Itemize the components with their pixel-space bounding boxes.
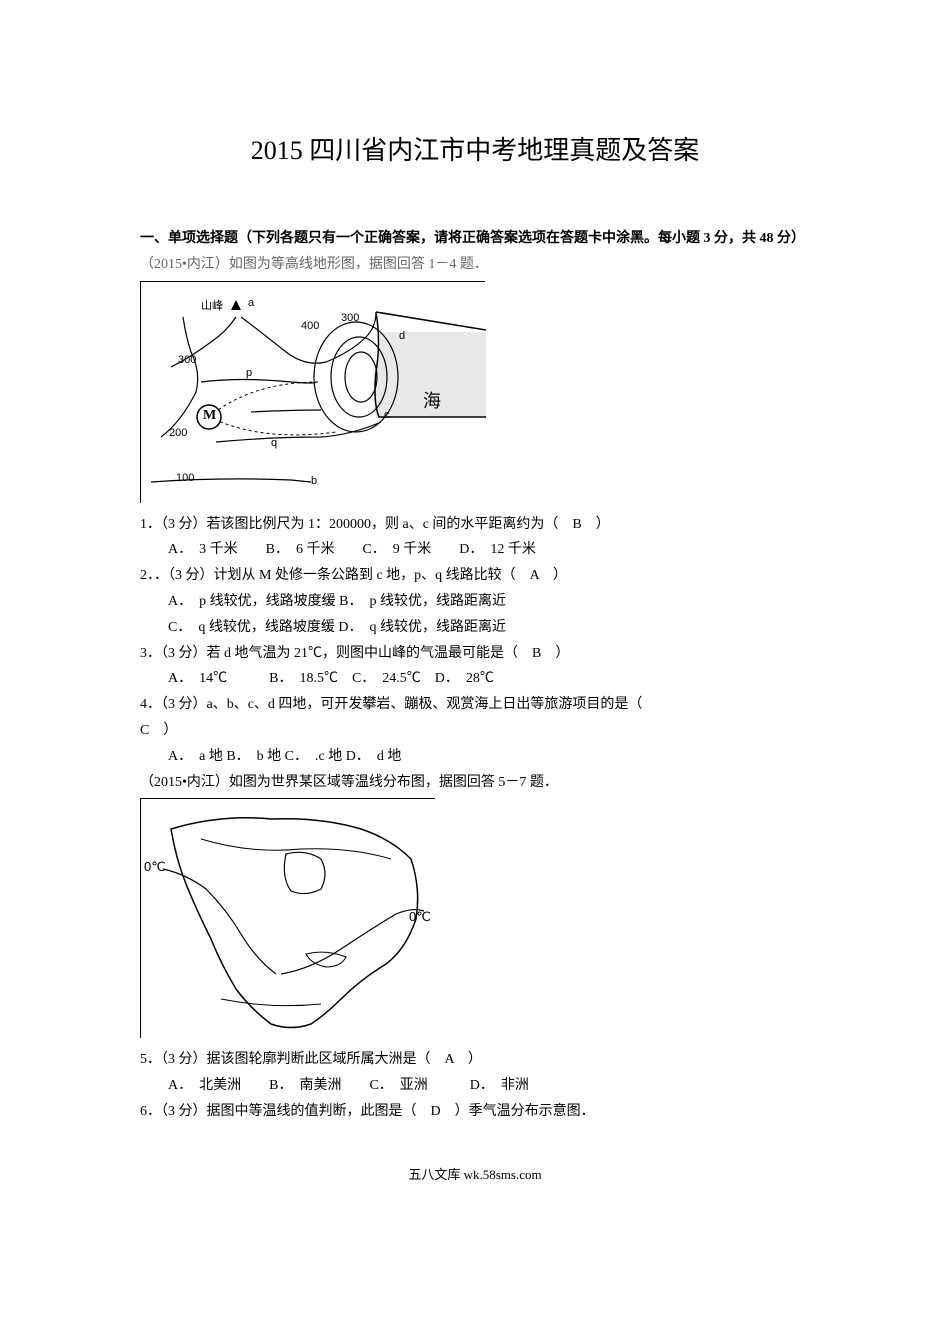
label-100: 100 bbox=[176, 472, 194, 484]
label-q: q bbox=[271, 437, 277, 449]
section-header: 一、单项选择题（下列各题只有一个正确答案，请将正确答案选项在答题卡中涂黑。每小题… bbox=[140, 227, 810, 251]
question-4-options: A． a 地 B． b 地 C． .c 地 D． d 地 bbox=[140, 745, 810, 769]
question-1: 1．（3 分）若该图比例尺为 1：200000，则 a、c 间的水平距离约为（ … bbox=[140, 513, 810, 537]
label-300: 300 bbox=[341, 312, 359, 324]
label-p: p bbox=[246, 367, 252, 379]
question-3-options: A． 14℃ B． 18.5℃ C． 24.5℃ D． 28℃ bbox=[140, 667, 810, 691]
question-2-options-2: C． q 线较优，线路坡度缓 D． q 线较优，线路距离近 bbox=[140, 616, 810, 640]
label-400: 400 bbox=[301, 320, 319, 332]
page-footer: 五八文库 wk.58sms.com bbox=[140, 1164, 810, 1183]
label-sea: 海 bbox=[423, 387, 441, 413]
label-200: 200 bbox=[169, 427, 187, 439]
question-4-line1: 4．（3 分）a、b、c、d 四地，可开发攀岩、蹦极、观赏海上日出等旅游项目的是… bbox=[140, 693, 810, 717]
question-4-line2: C ） bbox=[140, 719, 810, 743]
label-point-a: a bbox=[248, 297, 254, 309]
instruction-2: （2015•内江）如图为世界某区域等温线分布图，据图回答 5－7 题． bbox=[140, 771, 810, 795]
question-3: 3．（3 分）若 d 地气温为 21℃，则图中山峰的气温最可能是（ B ） bbox=[140, 642, 810, 666]
question-6: 6．（3 分）据图中等温线的值判断，此图是（ D ）季气温分布示意图． bbox=[140, 1100, 810, 1124]
label-0c-right: 0℃ bbox=[409, 909, 431, 925]
exam-title: 2015 四川省内江市中考地理真题及答案 bbox=[140, 130, 810, 167]
question-2-options-1: A． p 线较优，线路坡度缓 B． p 线较优，线路距离近 bbox=[140, 590, 810, 614]
label-0c-left: 0℃ bbox=[144, 859, 166, 875]
contour-map-figure: 山峰 a 400 300 300 200 100 M p q b c d 海 bbox=[140, 281, 485, 503]
label-d: d bbox=[399, 330, 405, 342]
figure-1-container: 山峰 a 400 300 300 200 100 M p q b c d 海 bbox=[140, 281, 810, 503]
question-5-options: A． 北美洲 B． 南美洲 C． 亚洲 D． 非洲 bbox=[140, 1074, 810, 1098]
question-1-options: A． 3 千米 B． 6 千米 C． 9 千米 D． 12 千米 bbox=[140, 538, 810, 562]
label-300b: 300 bbox=[178, 354, 196, 366]
label-b: b bbox=[311, 475, 317, 487]
isotherm-map-svg bbox=[141, 799, 436, 1039]
question-5: 5．（3 分）据该图轮廓判断此区域所属大洲是（ A ） bbox=[140, 1048, 810, 1072]
label-peak: 山峰 bbox=[201, 297, 223, 313]
label-m: M bbox=[203, 408, 216, 424]
label-c: c bbox=[384, 409, 390, 421]
isotherm-map-figure: 0℃ 0℃ bbox=[140, 798, 435, 1038]
instruction-1: （2015•内江）如图为等高线地形图，据图回答 1－4 题． bbox=[140, 253, 810, 277]
question-2: 2．．（3 分）计划从 M 处修一条公路到 c 地，p、q 线路比较（ A ） bbox=[140, 564, 810, 588]
figure-2-container: 0℃ 0℃ bbox=[140, 798, 810, 1038]
